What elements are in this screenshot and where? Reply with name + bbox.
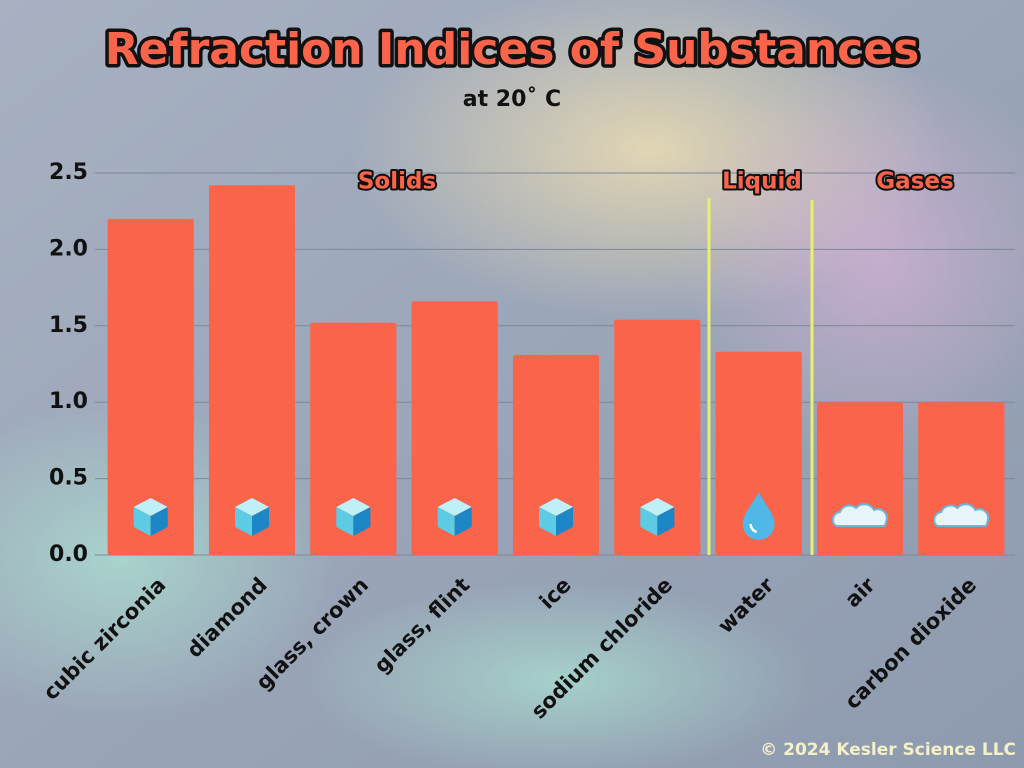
bar bbox=[715, 351, 802, 555]
cube-left bbox=[336, 507, 354, 536]
cloud bbox=[831, 503, 888, 528]
cube-right bbox=[252, 507, 269, 536]
bar bbox=[512, 354, 600, 555]
bar bbox=[107, 218, 194, 555]
icon bbox=[742, 492, 775, 540]
group-label: Solids bbox=[358, 169, 436, 195]
y-tick-label: 0.0 bbox=[49, 542, 88, 567]
bar bbox=[411, 301, 498, 555]
icon bbox=[336, 498, 371, 536]
icon bbox=[933, 503, 990, 528]
bar bbox=[614, 319, 701, 555]
y-tick-label: 1.5 bbox=[49, 313, 88, 338]
icon bbox=[235, 498, 269, 536]
chart-title: Refraction Indices of Substances bbox=[105, 24, 920, 75]
group-label: Gases bbox=[876, 169, 953, 195]
chart-subtitle: at 20˚ C bbox=[463, 87, 561, 112]
cube-left bbox=[640, 507, 658, 536]
cube-right bbox=[454, 507, 472, 536]
icon bbox=[437, 498, 472, 536]
icon bbox=[640, 498, 675, 536]
cube-right bbox=[353, 507, 371, 536]
bar bbox=[816, 402, 904, 555]
cloud bbox=[933, 503, 990, 528]
bar bbox=[208, 185, 296, 555]
icon bbox=[831, 503, 888, 528]
y-tick-label: 2.0 bbox=[49, 236, 88, 261]
icon bbox=[539, 498, 573, 536]
cube-right bbox=[150, 507, 168, 536]
y-tick-label: 0.5 bbox=[49, 466, 88, 491]
y-tick-label: 1.0 bbox=[49, 389, 88, 414]
cube-right bbox=[657, 507, 675, 536]
glow bbox=[300, 580, 820, 768]
bar bbox=[310, 322, 397, 555]
cube-left bbox=[133, 507, 151, 536]
icon bbox=[133, 498, 168, 536]
y-tick-label: 2.5 bbox=[49, 160, 88, 185]
cube-left bbox=[437, 507, 455, 536]
bar bbox=[918, 402, 1005, 555]
group-label: Liquid bbox=[722, 169, 802, 195]
cube-left bbox=[235, 507, 252, 536]
cube-right bbox=[556, 507, 573, 536]
drop-shine bbox=[749, 523, 758, 534]
footer: © 2024 Kesler Science LLC bbox=[760, 740, 1016, 760]
cube-left bbox=[539, 507, 556, 536]
